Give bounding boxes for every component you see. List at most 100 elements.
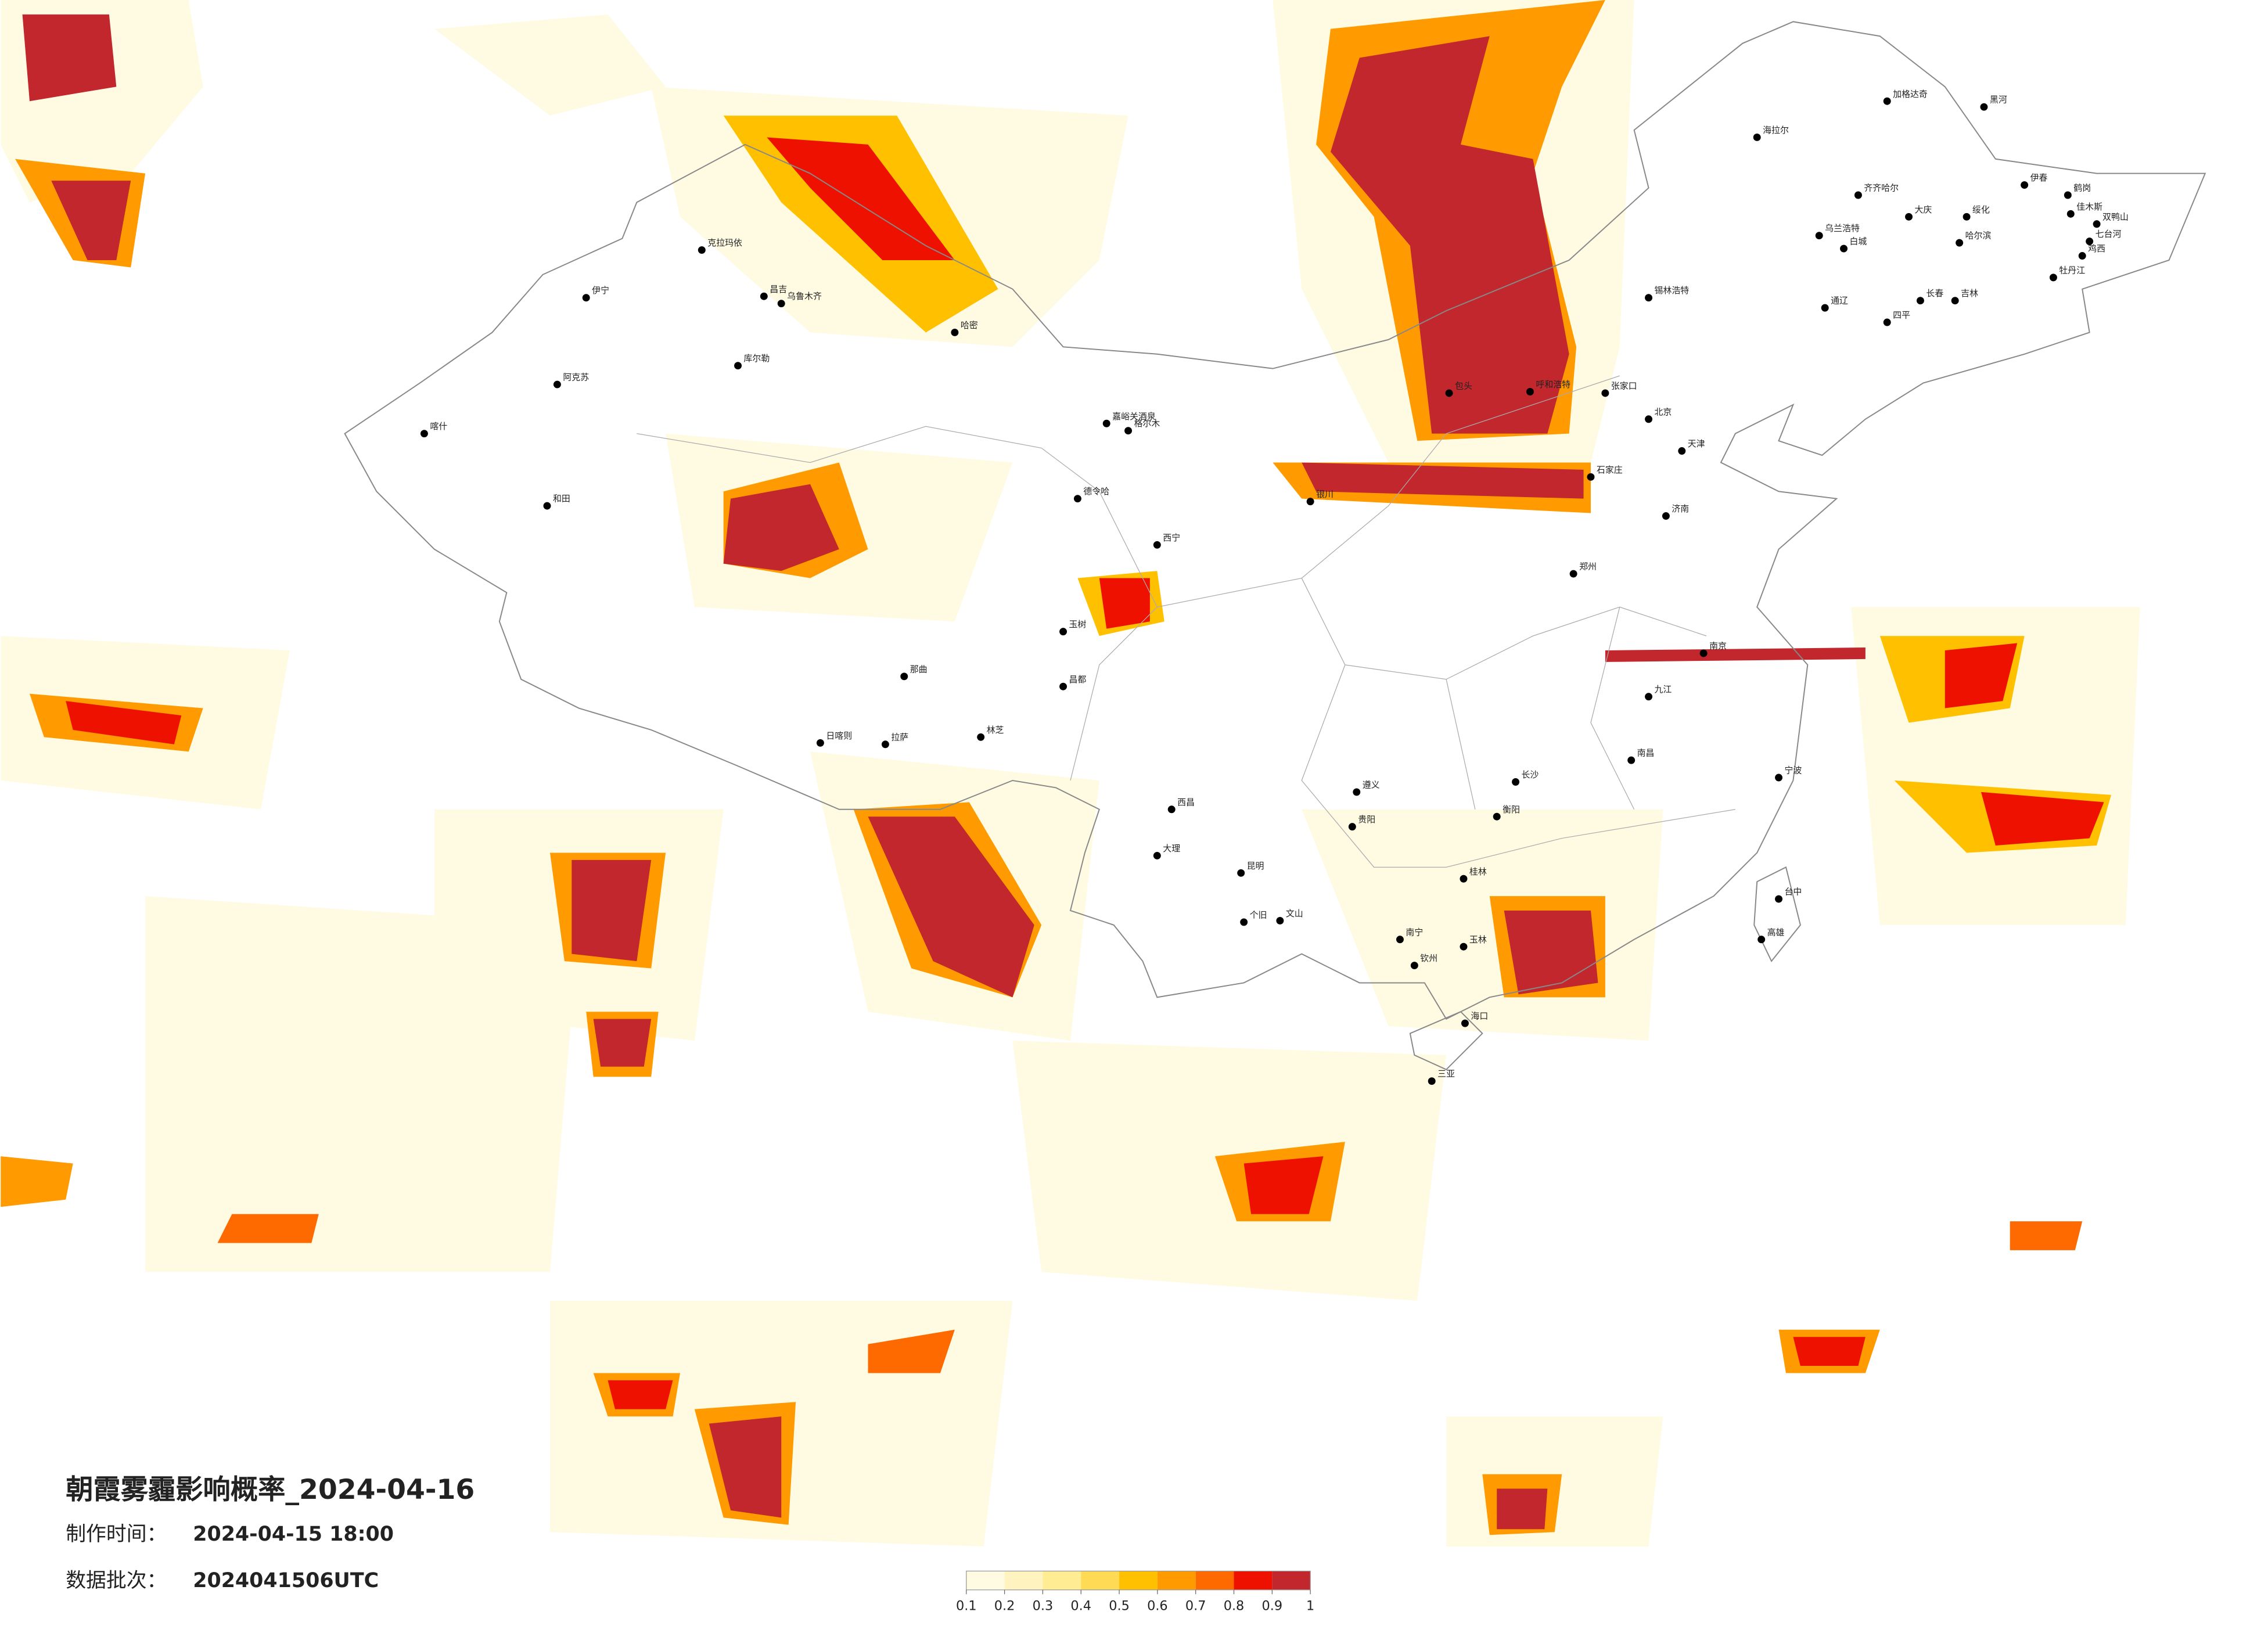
city-dot xyxy=(1699,649,1708,657)
city-dot xyxy=(1059,682,1067,690)
city-label: 黑河 xyxy=(1990,95,2007,105)
city-label: 钦州 xyxy=(1420,953,1437,963)
city-dot xyxy=(900,672,908,681)
city-dot xyxy=(1587,473,1595,481)
city-dot xyxy=(1073,495,1081,503)
city-dot xyxy=(1493,812,1501,821)
batch-label: 数据批次： xyxy=(66,1569,167,1592)
city-dot xyxy=(1124,427,1133,435)
border xyxy=(1409,1011,1483,1070)
haze-area xyxy=(572,859,652,962)
city-label: 三亚 xyxy=(1437,1069,1455,1079)
city-dot xyxy=(1461,1019,1469,1027)
city-dot xyxy=(1410,962,1418,970)
city-label: 台中 xyxy=(1785,887,1802,897)
city-label: 白城 xyxy=(1850,236,1867,247)
haze-area xyxy=(723,484,839,571)
city-dot xyxy=(951,328,959,336)
city-dot xyxy=(734,362,742,370)
city-dot xyxy=(1775,895,1783,903)
city-label: 高雄 xyxy=(1767,927,1785,937)
city-label: 个旧 xyxy=(1250,909,1267,920)
city-label: 宁波 xyxy=(1785,765,1802,776)
haze-area xyxy=(1,1156,73,1207)
colorbar-label: 1 xyxy=(1306,1599,1314,1614)
province-line xyxy=(637,375,1735,868)
haze-area xyxy=(22,14,117,102)
haze-area xyxy=(66,701,182,744)
city-dot xyxy=(1428,1077,1436,1085)
city-label: 喀什 xyxy=(430,421,447,431)
city-dot xyxy=(2078,252,2086,260)
city-label: 西昌 xyxy=(1177,797,1195,807)
city-dot xyxy=(1951,297,1959,305)
city-label: 和田 xyxy=(553,494,570,504)
city-label: 衡阳 xyxy=(1503,804,1520,815)
city-dot xyxy=(1645,415,1653,423)
city-label: 锡林浩特 xyxy=(1655,285,1690,296)
city-dot xyxy=(1348,823,1356,831)
colorbar-swatch xyxy=(1119,1571,1158,1590)
haze-area xyxy=(2010,1221,2083,1250)
haze-area xyxy=(1793,1337,1866,1366)
city-label: 牡丹江 xyxy=(2059,265,2085,275)
haze-area xyxy=(217,1214,319,1243)
city-dot xyxy=(1059,628,1067,636)
city-dot xyxy=(777,300,785,308)
city-label: 昌都 xyxy=(1069,674,1087,685)
city-label: 双鸭山 xyxy=(2102,211,2129,222)
city-dot xyxy=(1569,570,1577,578)
city-label: 七台河 xyxy=(2096,229,2122,239)
city-label: 天津 xyxy=(1688,438,1705,449)
city-label: 西宁 xyxy=(1163,533,1180,543)
city-label: 克拉玛依 xyxy=(707,238,742,248)
colorbar-label: 0.9 xyxy=(1262,1599,1283,1614)
city-label: 乌兰浩特 xyxy=(1825,223,1860,233)
haze-area xyxy=(51,181,131,260)
city-label: 林芝 xyxy=(987,725,1004,735)
haze-area xyxy=(1944,643,2018,708)
colorbar-swatch xyxy=(1234,1571,1273,1590)
city-dot xyxy=(1153,851,1161,859)
city-dot xyxy=(760,292,768,300)
city-dot xyxy=(881,740,889,749)
city-label: 大理 xyxy=(1163,843,1180,854)
city-label: 鸡西 xyxy=(2088,243,2105,254)
colorbar-label: 0.6 xyxy=(1147,1599,1168,1614)
colorbar-swatch xyxy=(966,1571,1005,1590)
city-dot xyxy=(1753,133,1761,141)
colorbar-label: 0.1 xyxy=(956,1599,977,1614)
city-dot xyxy=(698,246,706,254)
city-label: 银川 xyxy=(1316,489,1334,499)
haze-layer xyxy=(1,0,2140,1547)
production-time: 2024-04-15 18:00 xyxy=(193,1523,394,1546)
haze-area xyxy=(1243,1156,1324,1214)
city-dot xyxy=(1645,294,1653,302)
city-label: 库尔勒 xyxy=(744,353,770,364)
city-label: 石家庄 xyxy=(1597,465,1623,475)
haze-area xyxy=(608,1380,673,1409)
colorbar-swatch xyxy=(1004,1571,1043,1590)
city-dot xyxy=(1237,869,1245,877)
city-label: 乌鲁木齐 xyxy=(787,291,822,301)
city-dot xyxy=(1276,916,1284,924)
city-dot xyxy=(1445,389,1453,397)
city-dot xyxy=(1512,778,1520,786)
city-label: 长沙 xyxy=(1522,769,1539,780)
city-label: 张家口 xyxy=(1611,381,1637,391)
city-dot xyxy=(1757,936,1766,944)
city-dot xyxy=(1460,875,1468,883)
city-label: 遵义 xyxy=(1363,779,1380,790)
haze-area xyxy=(1504,911,1598,995)
city-label: 包头 xyxy=(1455,381,1472,391)
city-label: 通辽 xyxy=(1831,296,1848,306)
city-dot xyxy=(2021,181,2029,189)
city-dot xyxy=(553,380,561,388)
city-label: 南京 xyxy=(1709,641,1727,652)
city-label: 格尔木 xyxy=(1134,418,1160,429)
city-label: 那曲 xyxy=(910,664,928,674)
city-dot xyxy=(1821,304,1829,312)
